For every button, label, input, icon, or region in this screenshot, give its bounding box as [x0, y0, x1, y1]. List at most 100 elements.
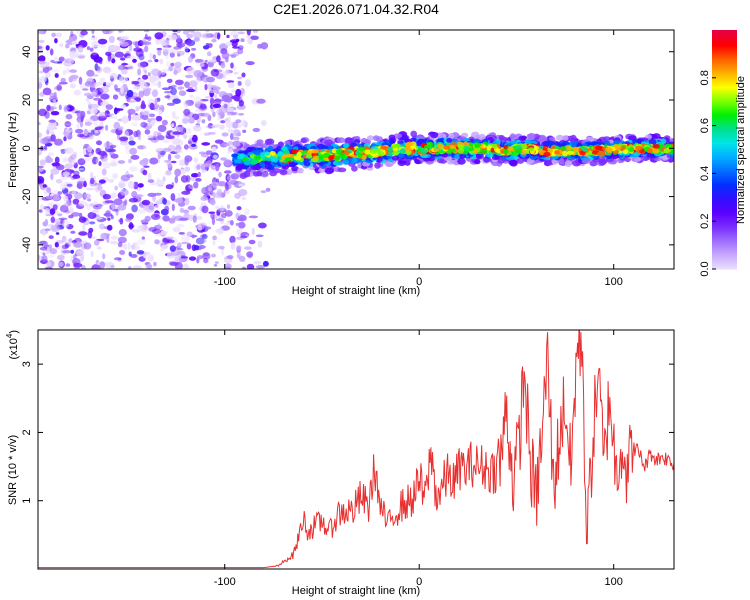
signal-speck: [470, 131, 480, 139]
noise-speck: [96, 140, 102, 146]
noise-speck: [83, 128, 88, 137]
noise-speck: [68, 57, 75, 65]
noise-speck: [90, 129, 95, 136]
signal-speck: [316, 144, 325, 150]
noise-speck: [107, 217, 111, 221]
noise-speck: [237, 45, 244, 50]
noise-speck: [233, 34, 239, 40]
colorbar-cell: [712, 87, 737, 91]
colorbar-cell: [712, 173, 737, 176]
noise-speck: [40, 204, 45, 211]
signal-speck: [503, 149, 509, 155]
noise-speck: [154, 32, 164, 40]
noise-speck: [164, 95, 171, 99]
colorbar-cell: [712, 251, 737, 254]
noise-speck: [237, 214, 247, 222]
noise-speck: [44, 218, 49, 227]
snr-scale-close: ): [8, 330, 20, 334]
signal-speck: [562, 135, 569, 141]
noise-speck: [194, 85, 198, 92]
noise-speck: [38, 60, 46, 65]
colorbar-cell: [712, 261, 737, 264]
signal-speck: [611, 153, 620, 160]
signal-speck: [243, 170, 251, 178]
snr-y-label: SNR (10 * v/v): [7, 435, 19, 505]
signal-speck: [235, 165, 243, 171]
colorbar-cell: [712, 135, 737, 139]
noise-speck: [165, 53, 169, 60]
noise-speck: [78, 168, 85, 171]
noise-speck: [235, 119, 242, 124]
noise-speck: [108, 35, 115, 44]
noise-speck: [203, 239, 207, 243]
signal-speck: [443, 145, 451, 150]
noise-speck: [38, 132, 43, 138]
noise-speck: [137, 113, 141, 117]
noise-speck: [64, 121, 72, 128]
noise-speck: [50, 134, 56, 142]
noise-speck: [83, 193, 91, 199]
noise-speck: [191, 173, 199, 178]
noise-speck: [248, 215, 259, 219]
signal-speck: [328, 155, 334, 161]
x-tick-label: -100: [214, 576, 236, 588]
noise-speck: [143, 36, 152, 40]
signal-speck: [291, 166, 299, 172]
noise-speck: [186, 39, 196, 47]
noise-speck: [110, 192, 117, 199]
noise-speck: [154, 239, 160, 245]
noise-speck: [97, 38, 108, 45]
signal-speck: [528, 132, 536, 140]
noise-speck: [195, 57, 200, 65]
colorbar-cell: [712, 49, 737, 53]
noise-speck: [149, 182, 158, 186]
signal-speck: [233, 159, 242, 164]
noise-speck: [188, 30, 196, 33]
noise-speck: [71, 240, 77, 244]
colorbar-cell: [712, 247, 737, 250]
noise-speck: [79, 250, 85, 256]
noise-speck: [232, 46, 240, 49]
signal-speck: [474, 159, 481, 165]
noise-speck: [57, 191, 63, 195]
colorbar-cell: [712, 115, 737, 119]
noise-speck: [89, 108, 98, 114]
signal-speck: [473, 149, 479, 155]
noise-speck: [220, 247, 225, 250]
noise-speck: [91, 30, 95, 35]
noise-speck: [237, 123, 242, 128]
noise-speck: [105, 82, 114, 86]
noise-speck: [84, 118, 94, 126]
noise-speck: [90, 91, 97, 97]
signal-speck: [437, 133, 447, 140]
signal-speck: [358, 146, 365, 152]
noise-speck: [209, 97, 215, 106]
signal-speck: [652, 133, 661, 140]
noise-speck: [220, 120, 226, 124]
noise-speck: [125, 217, 132, 222]
noise-speck: [97, 115, 106, 122]
noise-speck: [63, 202, 73, 207]
signal-speck: [277, 151, 283, 157]
noise-speck: [174, 116, 179, 120]
noise-speck: [118, 76, 124, 81]
noise-speck: [147, 254, 154, 262]
x-tick-label: 0: [416, 276, 422, 288]
noise-speck: [96, 202, 105, 208]
noise-speck: [121, 104, 127, 109]
noise-speck: [66, 183, 73, 187]
noise-speck: [39, 159, 46, 166]
colorbar-cell: [712, 205, 737, 208]
colorbar-cell: [712, 181, 737, 184]
noise-speck: [230, 220, 234, 226]
signal-speck: [404, 146, 412, 152]
signal-speck: [364, 149, 372, 155]
noise-speck: [192, 31, 202, 39]
noise-speck: [118, 180, 126, 188]
colorbar-cell: [712, 177, 737, 180]
noise-speck: [129, 166, 138, 172]
noise-speck: [50, 168, 60, 175]
noise-speck: [72, 190, 77, 196]
noise-speck: [87, 211, 97, 220]
noise-speck: [68, 51, 77, 58]
